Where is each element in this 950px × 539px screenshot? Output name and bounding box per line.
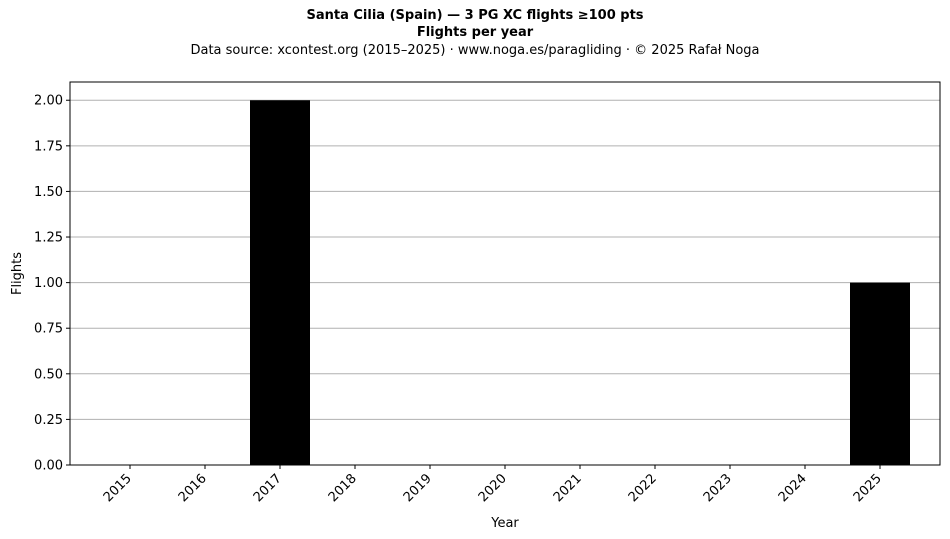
- x-ticks: 2015 2016 2017 2018 2019 2020 2021 2022 2023 2024…: [101, 465, 885, 505]
- x-tick-label: 2025: [851, 471, 885, 505]
- y-tick-label: 0.50: [34, 367, 63, 382]
- x-axis-label: Year: [490, 516, 519, 531]
- x-tick-label: 2023: [701, 471, 735, 505]
- bar-2017: [250, 100, 310, 465]
- y-tick-label: 1.00: [34, 276, 63, 291]
- x-tick-label: 2022: [626, 471, 660, 505]
- x-tick-label: 2016: [176, 471, 210, 505]
- y-tick-label: 0.00: [34, 459, 63, 474]
- grid-lines: [70, 99, 940, 466]
- bars: [250, 100, 910, 465]
- y-ticks: 0.00 0.25 0.50 0.75 1.00 1.25 1.50 1.75 2.00: [34, 94, 70, 474]
- y-tick-label: 1.50: [34, 185, 63, 200]
- chart-title: Santa Cilia (Spain) — 3 PG XC flights ≥1…: [306, 8, 644, 23]
- y-tick-label: 1.25: [34, 231, 63, 246]
- x-tick-label: 2020: [476, 471, 510, 505]
- bar-2025: [850, 282, 910, 465]
- axes-frame: [69, 81, 941, 466]
- x-tick-label: 2019: [401, 471, 435, 505]
- x-tick-label: 2015: [101, 471, 135, 505]
- data-source-note: Data source: xcontest.org (2015–2025) · …: [190, 43, 760, 58]
- x-tick-label: 2017: [251, 471, 285, 505]
- chart-subtitle: Flights per year: [416, 25, 534, 40]
- y-tick-label: 2.00: [34, 94, 63, 109]
- y-tick-label: 0.25: [34, 413, 63, 428]
- x-tick-label: 2018: [326, 471, 360, 505]
- y-tick-label: 0.75: [34, 322, 63, 337]
- x-tick-label: 2021: [551, 471, 585, 505]
- y-axis-label: Flights: [10, 252, 25, 295]
- x-tick-label: 2024: [776, 471, 810, 505]
- y-tick-label: 1.75: [34, 139, 63, 154]
